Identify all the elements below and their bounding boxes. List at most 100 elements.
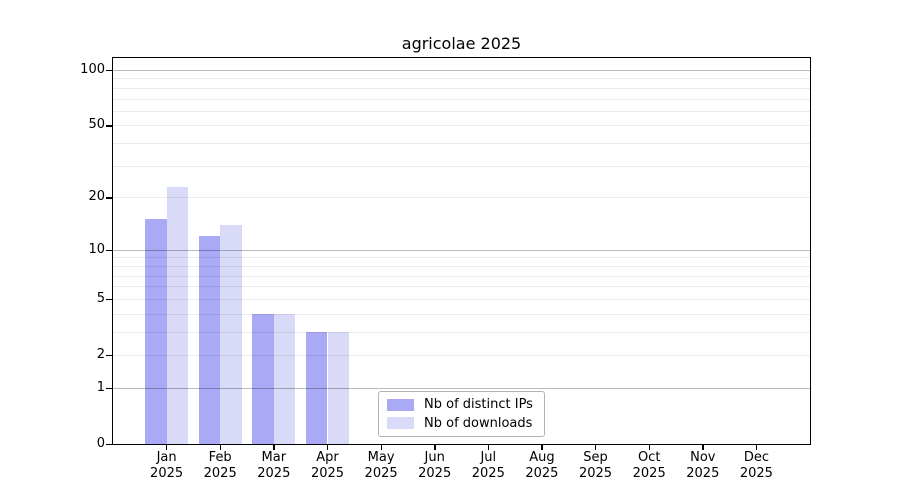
y-gridline-minor xyxy=(113,197,810,199)
x-tick-mark xyxy=(595,445,597,450)
x-tick-month: Dec xyxy=(743,450,769,465)
x-tick-year: 2025 xyxy=(310,466,345,481)
x-tick-month: Jan xyxy=(156,450,177,465)
x-tick-label-jan: Jan 2025 xyxy=(132,450,202,482)
y-gridline-major xyxy=(113,249,810,251)
x-tick-label-dec: Dec 2025 xyxy=(721,450,791,482)
x-tick-mark xyxy=(219,445,222,450)
y-tick-label: 50 xyxy=(88,117,105,133)
x-tick-label-aug: Aug 2025 xyxy=(507,450,577,482)
y-gridline-minor xyxy=(113,298,810,300)
x-tick-year: 2025 xyxy=(150,466,184,481)
chart-title: agricolae 2025 xyxy=(401,34,522,53)
x-tick-month: Jul xyxy=(480,450,497,465)
y-tick-label: 5 xyxy=(96,290,105,306)
y-tick-mark xyxy=(106,444,112,446)
y-gridline-minor xyxy=(113,165,810,167)
x-tick-month: Feb xyxy=(208,450,232,465)
legend-label-distinct-ips: Nb of distinct IPs xyxy=(424,397,533,413)
y-gridline-minor xyxy=(113,275,810,277)
x-tick-mark xyxy=(487,445,490,450)
x-tick-label-nov: Nov 2025 xyxy=(668,450,738,482)
bar-downloads-apr xyxy=(327,331,350,444)
bar-distinct-ips-apr xyxy=(305,331,328,444)
bar-downloads-mar xyxy=(273,313,296,444)
y-gridline-minor xyxy=(113,355,810,356)
y-tick-mark xyxy=(106,125,112,127)
x-tick-year: 2025 xyxy=(739,466,773,481)
y-tick-mark xyxy=(106,70,112,72)
x-tick-mark xyxy=(755,445,758,450)
x-tick-month: Apr xyxy=(316,450,339,465)
y-gridline-minor xyxy=(113,331,810,333)
y-tick-label: 20 xyxy=(88,189,105,205)
x-tick-month: Aug xyxy=(529,450,555,465)
x-tick-year: 2025 xyxy=(632,466,666,481)
x-tick-mark xyxy=(327,445,329,450)
x-tick-mark xyxy=(541,445,543,450)
x-tick-month: Oct xyxy=(637,450,661,465)
y-gridline-minor xyxy=(113,110,810,112)
x-tick-month: May xyxy=(367,450,395,465)
x-tick-mark xyxy=(380,445,382,450)
y-tick-label: 1 xyxy=(96,379,105,395)
x-tick-label-feb: Feb 2025 xyxy=(185,450,255,482)
x-tick-mark xyxy=(648,445,651,450)
legend: Nb of distinct IPs Nb of downloads xyxy=(378,391,545,437)
x-tick-label-mar: Mar 2025 xyxy=(239,450,309,482)
legend-row: Nb of downloads xyxy=(387,416,536,431)
bar-distinct-ips-jan xyxy=(144,219,167,444)
x-tick-year: 2025 xyxy=(364,466,398,481)
x-tick-year: 2025 xyxy=(203,466,237,481)
x-tick-mark xyxy=(166,445,168,450)
y-gridline-minor xyxy=(113,125,810,127)
bar-distinct-ips-mar xyxy=(252,313,274,444)
x-tick-mark xyxy=(702,445,704,450)
x-tick-label-jul: Jul 2025 xyxy=(453,450,523,482)
y-gridline-minor xyxy=(113,143,810,145)
bar-downloads-feb xyxy=(220,224,242,444)
y-tick-mark xyxy=(106,355,112,357)
y-tick-mark xyxy=(106,249,112,252)
y-tick-label: 2 xyxy=(96,347,105,362)
y-gridline-minor xyxy=(113,313,810,315)
y-tick-label: 0 xyxy=(96,436,105,451)
bar-distinct-ips-feb xyxy=(198,236,221,444)
x-tick-year: 2025 xyxy=(525,466,559,481)
y-gridline-minor xyxy=(113,257,810,259)
x-tick-year: 2025 xyxy=(418,466,452,481)
legend-row: Nb of distinct IPs xyxy=(387,397,536,412)
y-tick-mark xyxy=(106,298,112,301)
x-tick-year: 2025 xyxy=(686,466,720,481)
x-tick-label-oct: Oct 2025 xyxy=(614,450,684,482)
x-tick-mark xyxy=(273,445,275,450)
bar-downloads-jan xyxy=(166,186,189,444)
x-tick-label-may: May 2025 xyxy=(346,450,416,482)
y-gridline-minor xyxy=(113,98,810,100)
legend-label-downloads: Nb of downloads xyxy=(424,415,533,431)
x-tick-month: Nov xyxy=(690,450,716,465)
x-tick-month: Jun xyxy=(424,450,445,465)
x-tick-year: 2025 xyxy=(578,466,613,481)
x-tick-mark xyxy=(434,445,436,450)
plot-area xyxy=(113,58,810,444)
y-gridline-major xyxy=(113,70,810,71)
y-gridline-minor xyxy=(113,87,810,89)
y-tick-mark xyxy=(106,387,112,390)
x-tick-label-apr: Apr 2025 xyxy=(293,450,363,482)
y-gridline-minor xyxy=(113,265,810,267)
x-tick-month: Sep xyxy=(583,450,608,465)
x-tick-label-jun: Jun 2025 xyxy=(400,450,470,482)
y-tick-label: 10 xyxy=(88,241,105,257)
y-tick-mark xyxy=(106,197,112,199)
legend-swatch-distinct-ips xyxy=(387,398,414,411)
y-gridline-minor xyxy=(113,286,810,288)
y-gridline-major xyxy=(113,387,810,389)
x-tick-label-sep: Sep 2025 xyxy=(561,450,631,482)
x-tick-month: Mar xyxy=(261,450,287,465)
y-gridline-minor xyxy=(113,78,810,80)
y-tick-label: 100 xyxy=(80,62,105,77)
x-tick-year: 2025 xyxy=(257,466,291,481)
legend-swatch-downloads xyxy=(387,417,414,430)
